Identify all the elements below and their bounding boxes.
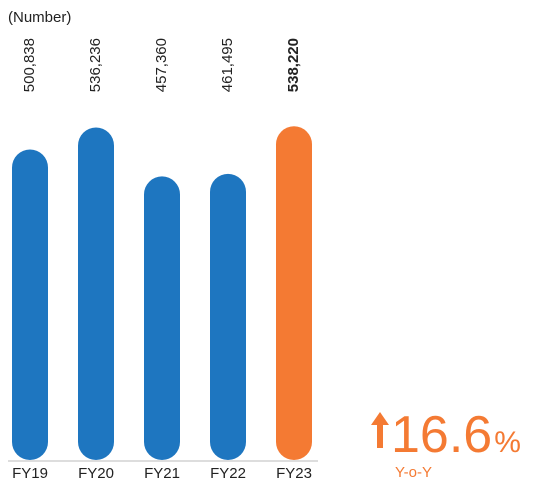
value-label: 536,236 <box>87 38 104 92</box>
value-label: 500,838 <box>21 38 38 92</box>
bar <box>144 176 180 460</box>
chart-subtitle: (Number) <box>8 9 71 26</box>
yoy-caption: Y-o-Y <box>395 464 432 481</box>
up-arrow <box>371 412 389 448</box>
x-tick-label: FY21 <box>144 465 180 482</box>
bar <box>78 127 114 460</box>
x-tick-label: FY20 <box>78 465 114 482</box>
bar <box>276 126 312 461</box>
value-label: 538,220 <box>285 38 302 92</box>
bar <box>210 173 246 460</box>
x-tick-label: FY23 <box>276 465 312 482</box>
value-label: 461,495 <box>219 38 236 92</box>
bar <box>12 149 48 460</box>
yoy-unit: % <box>494 426 521 459</box>
x-tick-label: FY22 <box>210 465 246 482</box>
yoy-number: 16.6 <box>391 406 492 464</box>
value-label: 457,360 <box>153 38 170 92</box>
x-tick-label: FY19 <box>12 465 48 482</box>
yoy-value: 16.6% <box>391 406 521 464</box>
